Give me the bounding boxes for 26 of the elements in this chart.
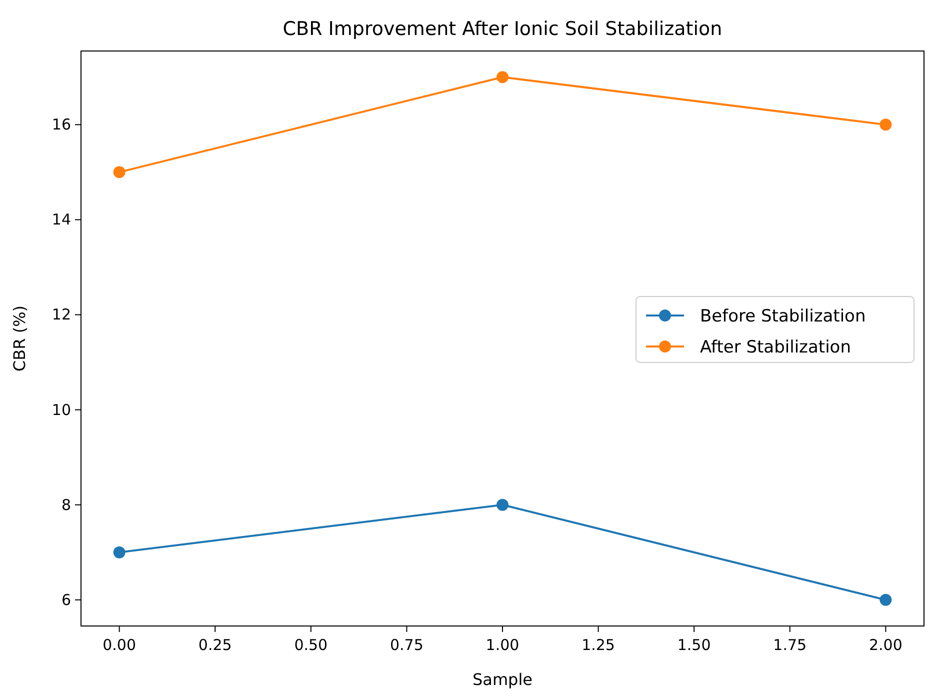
legend-label: Before Stabilization	[700, 306, 866, 326]
y-tick-label: 14	[52, 210, 71, 229]
x-tick-label: 0.75	[390, 636, 424, 654]
point	[880, 594, 892, 606]
y-axis-title: CBR (%)	[10, 305, 29, 372]
x-tick-label: 2.00	[868, 636, 902, 654]
x-tick-label: 1.00	[486, 636, 520, 654]
x-axis-title: Sample	[472, 670, 532, 689]
legend-label: After Stabilization	[700, 338, 851, 358]
x-tick-label: 1.25	[582, 636, 615, 654]
y-tick-label: 10	[52, 400, 71, 419]
point	[113, 166, 126, 178]
y-tick-label: 16	[52, 116, 71, 134]
point	[496, 498, 508, 511]
y-tick-label: 6	[61, 590, 71, 609]
x-tick-label: 0.50	[294, 636, 328, 654]
x-tick-label: 0.00	[102, 636, 136, 654]
x-tick-label: 0.25	[198, 636, 232, 654]
chart-title: CBR Improvement After Ionic Soil Stabilization	[282, 18, 722, 40]
y-tick-label: 8	[61, 496, 71, 514]
x-tick-label: 1.75	[773, 636, 807, 654]
point	[113, 546, 126, 558]
point	[880, 118, 892, 131]
x-tick-label: 1.50	[677, 636, 711, 654]
point	[496, 71, 508, 84]
y-tick-label: 12	[52, 306, 71, 324]
